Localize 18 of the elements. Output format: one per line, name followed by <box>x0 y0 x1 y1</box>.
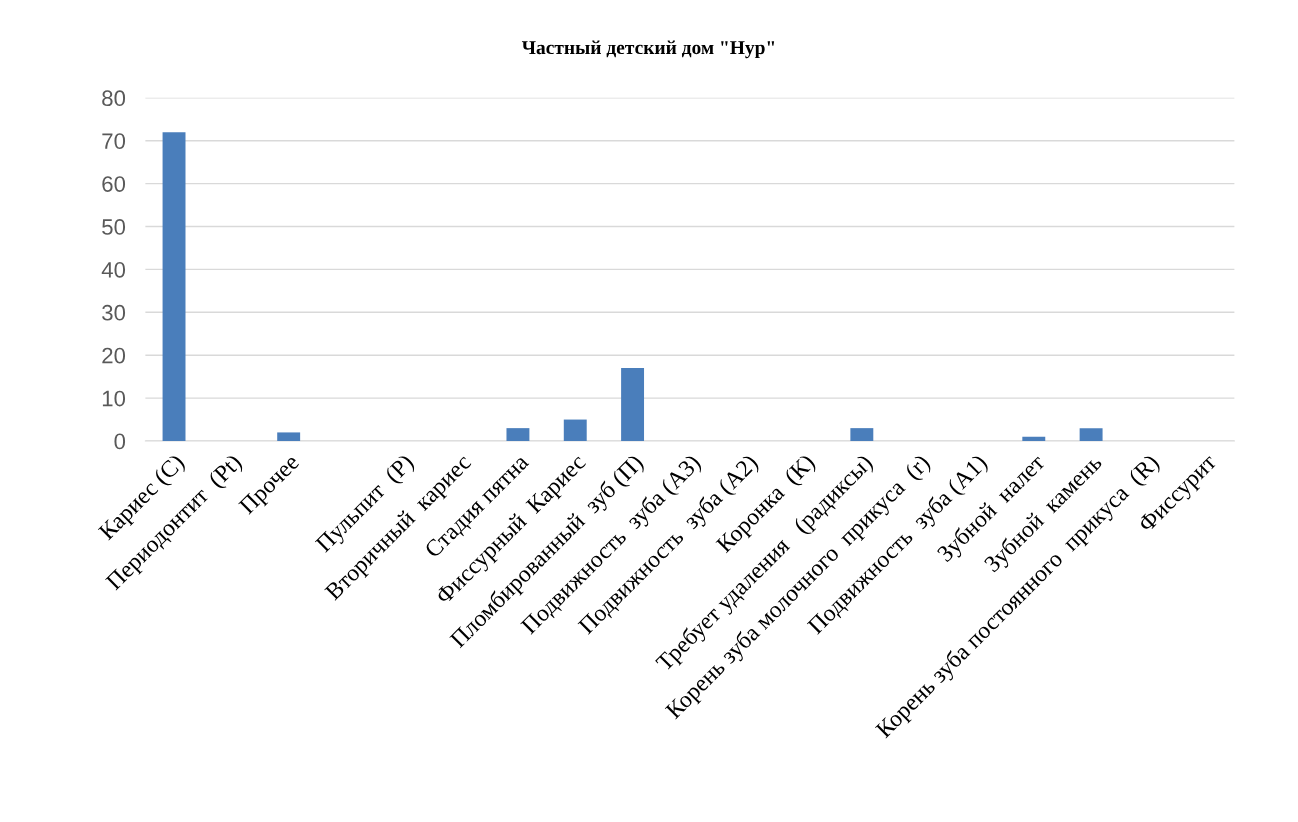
y-tick-label: 50 <box>102 219 126 235</box>
y-tick-label: 0 <box>114 433 126 450</box>
y-tick-label: 80 <box>102 90 126 107</box>
bar <box>277 432 301 441</box>
bar <box>1079 428 1103 441</box>
bar <box>563 419 587 441</box>
bar <box>850 428 874 441</box>
y-tick-label: 20 <box>102 347 126 364</box>
chart-title: Частный детский дом "Нур" <box>521 40 775 59</box>
bar <box>621 368 645 441</box>
y-tick-label: 60 <box>102 176 126 192</box>
bar <box>506 428 530 441</box>
bar <box>1022 436 1046 441</box>
y-tick-label: 30 <box>102 304 126 321</box>
y-tick-label: 70 <box>102 133 126 149</box>
y-tick-label: 40 <box>101 261 126 278</box>
y-tick-label: 10 <box>102 390 126 407</box>
bar <box>162 132 186 441</box>
